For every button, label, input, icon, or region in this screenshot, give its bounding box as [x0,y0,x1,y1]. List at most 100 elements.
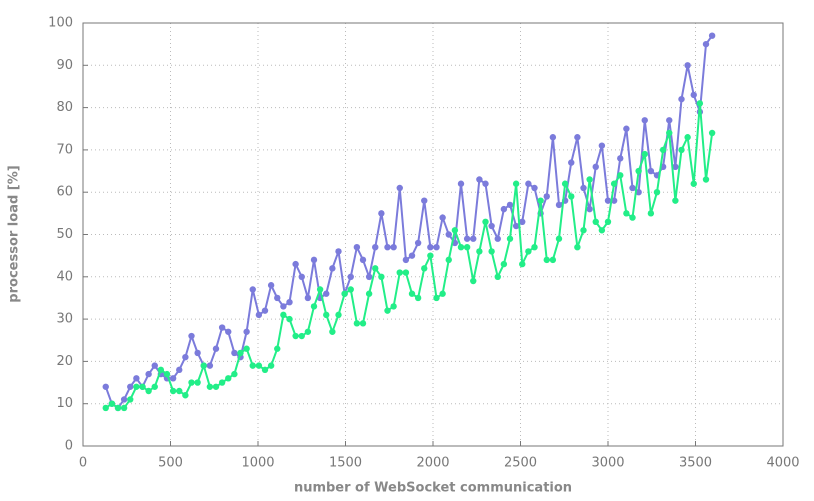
point [690,91,697,99]
point [249,286,256,293]
point [586,176,593,183]
point [280,303,287,310]
point [623,210,630,217]
point [666,117,673,124]
point [243,345,250,352]
point [427,252,434,259]
y-tick-label: 60 [56,185,73,200]
point [629,184,636,192]
point [580,227,587,234]
point [176,387,183,395]
point [494,273,501,280]
point [206,362,214,369]
point [384,243,391,251]
y-tick-label: 50 [56,227,73,242]
point [543,193,550,200]
point [347,286,354,293]
point [390,243,397,251]
y-tick-label: 80 [56,100,73,115]
point [206,383,214,390]
point [249,362,256,369]
y-tick-label: 20 [56,354,73,369]
point [365,273,373,280]
point [531,243,538,251]
point [402,256,410,264]
point [261,366,269,374]
y-tick-label: 70 [56,142,73,157]
point [666,129,673,137]
point [102,404,109,412]
point [500,260,508,268]
point [329,265,336,272]
point [451,227,459,234]
series-line [105,103,714,409]
point [182,392,189,399]
point [470,277,477,285]
point [353,243,361,251]
point [512,180,520,187]
point [274,345,281,352]
point [555,201,563,209]
point [390,303,397,310]
point [408,290,416,297]
point [555,235,563,242]
y-axis-label: processor load [%] [7,165,22,302]
point [476,248,483,255]
x-tick-label: 2000 [416,456,449,471]
plot-frame [82,22,784,447]
point [604,197,612,204]
point [267,362,275,369]
point [592,163,599,171]
point [641,117,648,124]
point [439,214,446,221]
point [433,243,440,251]
point [531,184,538,192]
point [286,298,293,306]
point [421,265,428,272]
point [549,134,557,141]
point [580,184,587,192]
point [610,180,618,187]
x-tick-label: 1000 [241,456,274,471]
point [212,383,220,390]
point [292,332,299,340]
point [512,222,520,230]
point [708,129,716,137]
point [414,294,422,302]
point [708,32,716,39]
point [537,197,544,204]
point [194,349,201,357]
point [133,383,140,390]
point [120,404,128,412]
point [237,349,244,357]
y-tick-label: 40 [56,269,73,284]
y-tick-label: 0 [65,439,73,454]
point [286,315,293,323]
point [188,332,195,340]
point [243,328,250,335]
point [120,396,128,403]
point [678,146,685,154]
y-tick-label: 100 [48,16,73,31]
point [304,294,312,302]
point [439,290,446,297]
point [647,210,655,217]
point [347,273,354,280]
point [396,184,403,192]
point [255,362,263,369]
point [280,311,287,319]
point [525,180,532,187]
point [176,366,183,374]
point [225,375,232,382]
point [482,218,489,226]
point [433,294,440,302]
point [359,256,367,264]
point [702,176,710,183]
point [574,134,581,141]
point [255,311,263,319]
point [414,239,422,247]
point [549,256,557,264]
point [463,243,471,251]
point [672,197,679,204]
